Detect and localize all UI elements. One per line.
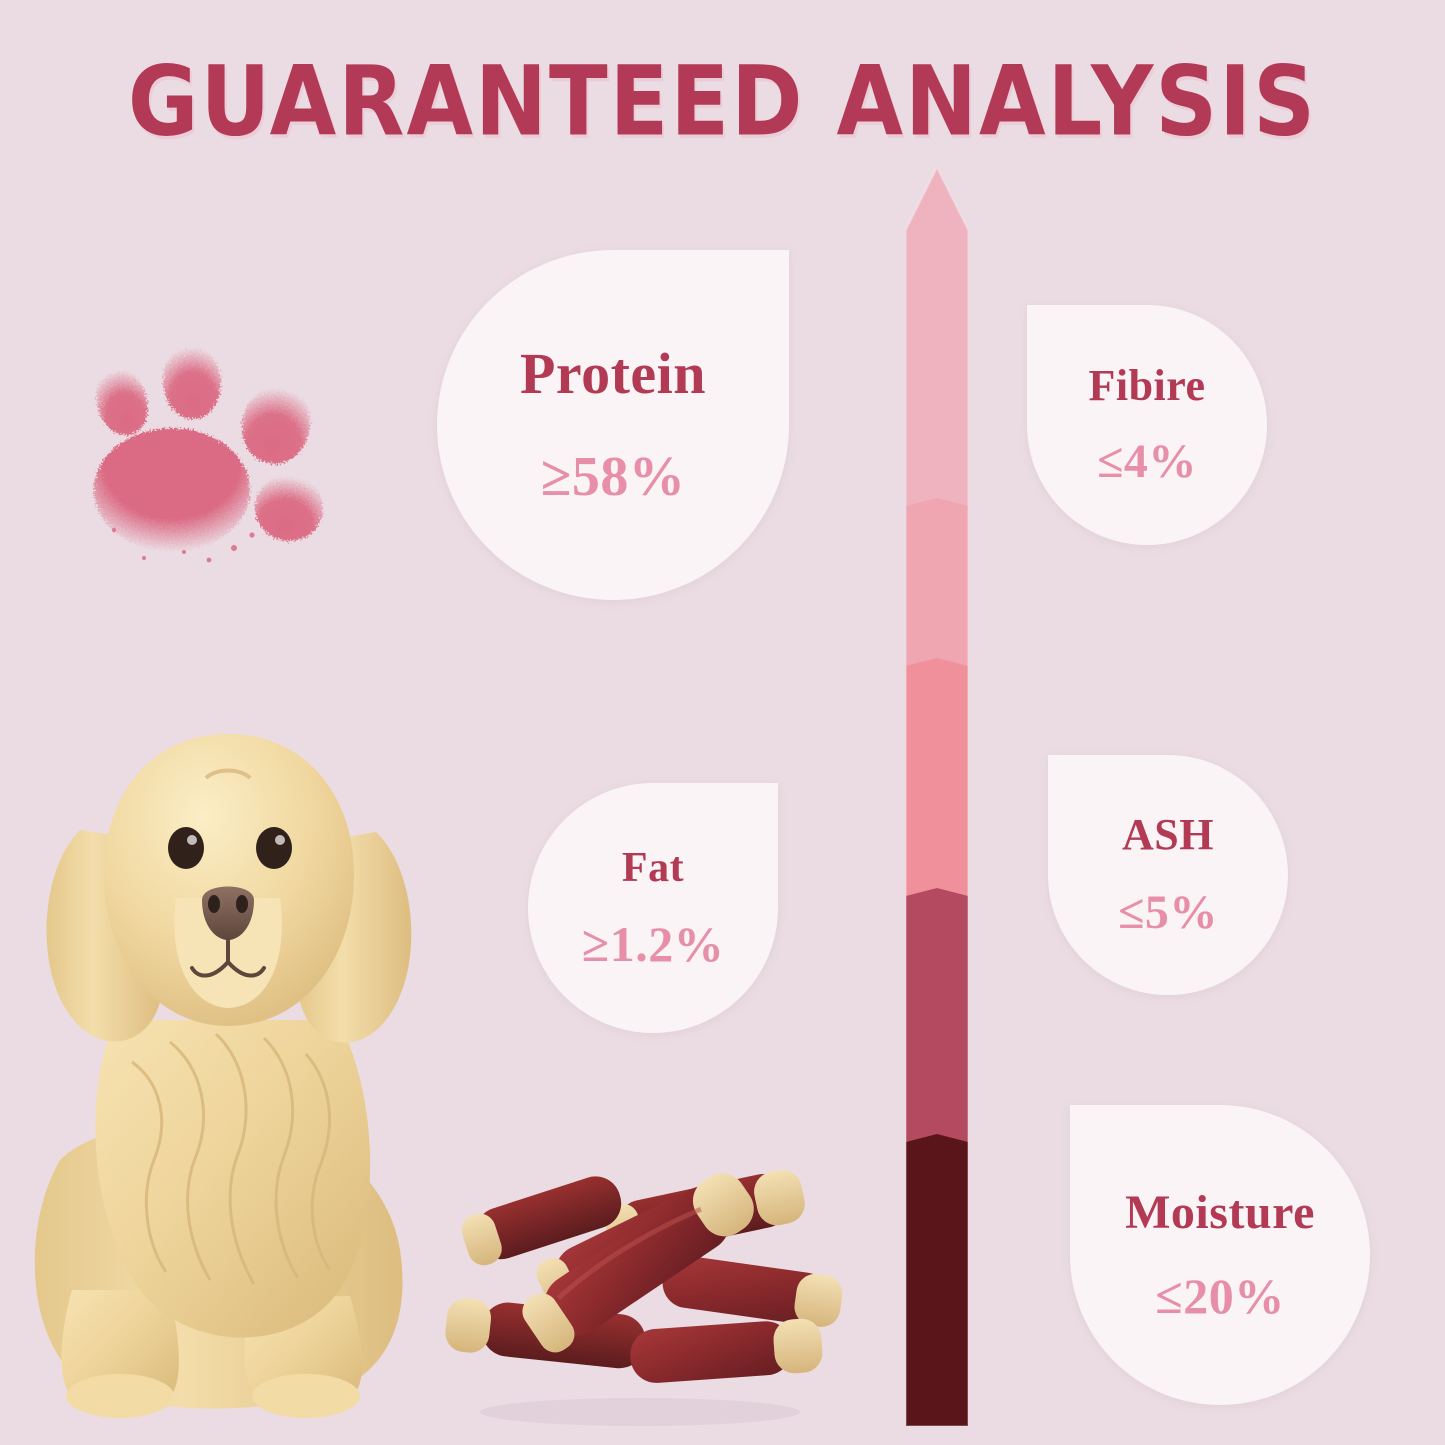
nutrient-label-fibire: Fibire <box>1088 361 1206 410</box>
nutrient-label-moisture: Moisture <box>1125 1186 1315 1239</box>
nutrient-value-moisture: ≤20% <box>1155 1268 1285 1324</box>
nutrient-label-protein: Protein <box>519 341 707 406</box>
nutrient-value-protein: ≥58% <box>540 446 686 508</box>
nutrient-label-fat: Fat <box>621 845 685 891</box>
nutrient-value-fibire: ≤4% <box>1097 435 1197 488</box>
vertical-gauge-meter <box>906 168 968 1426</box>
nutrient-label-ash: ASH <box>1122 810 1214 859</box>
nutrient-card-fat[interactable]: Fat ≥1.2% <box>528 783 778 1033</box>
nutrient-value-fat: ≥1.2% <box>581 916 725 972</box>
nutrient-card-ash[interactable]: ASH ≤5% <box>1048 755 1288 995</box>
nutrient-card-protein[interactable]: Protein ≥58% <box>437 250 789 600</box>
paw-print-icon <box>84 330 354 580</box>
page-title: GUARANTEED ANALYSIS <box>127 46 1318 158</box>
dog-treats-pile <box>430 1100 850 1430</box>
golden-retriever-figurine <box>20 690 480 1420</box>
nutrient-value-ash: ≤5% <box>1118 886 1218 939</box>
nutrient-card-moisture[interactable]: Moisture ≤20% <box>1070 1105 1370 1405</box>
nutrient-card-fibire[interactable]: Fibire ≤4% <box>1027 305 1267 545</box>
